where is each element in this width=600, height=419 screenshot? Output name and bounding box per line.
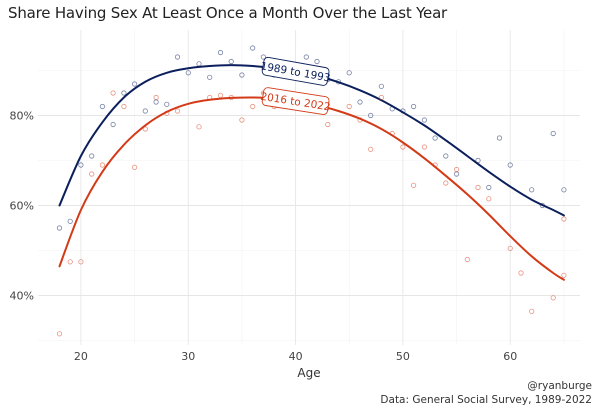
- data-point-1989-to-1993: [164, 101, 170, 107]
- y-tick-label: 40%: [10, 290, 34, 303]
- data-source: Data: General Social Survey, 1989-2022: [380, 394, 592, 406]
- data-point-2016-to-2022: [410, 182, 417, 188]
- data-point-2016-to-2022: [99, 162, 106, 168]
- y-tick-label: 60%: [10, 200, 34, 213]
- data-point-2016-to-2022: [464, 256, 470, 263]
- data-point-2016-to-2022: [443, 180, 449, 186]
- data-point-1989-to-1993: [217, 49, 224, 56]
- data-point-2016-to-2022: [368, 146, 374, 152]
- x-tick-label: 60: [503, 350, 517, 363]
- data-point-2016-to-2022: [518, 270, 524, 276]
- data-point-2016-to-2022: [132, 164, 138, 170]
- data-point-1989-to-1993: [142, 108, 148, 114]
- data-point-1989-to-1993: [357, 99, 363, 105]
- chart-title: Share Having Sex At Least Once a Month O…: [8, 4, 448, 22]
- data-point-2016-to-2022: [217, 92, 224, 98]
- data-point-2016-to-2022: [507, 245, 513, 251]
- data-point-1989-to-1993: [432, 135, 438, 141]
- data-point-1989-to-1993: [99, 103, 106, 110]
- line-label-box: [261, 56, 330, 86]
- data-point-2016-to-2022: [56, 331, 63, 337]
- data-point-1989-to-1993: [121, 90, 127, 96]
- data-point-2016-to-2022: [550, 295, 556, 301]
- data-point-1989-to-1993: [303, 54, 309, 60]
- data-point-2016-to-2022: [486, 196, 492, 202]
- data-point-2016-to-2022: [67, 259, 73, 265]
- data-point-1989-to-1993: [507, 162, 513, 168]
- data-point-2016-to-2022: [561, 272, 567, 278]
- data-point-1989-to-1993: [185, 70, 191, 76]
- x-axis-title: Age: [297, 366, 320, 380]
- data-point-1989-to-1993: [561, 187, 567, 193]
- data-point-2016-to-2022: [346, 103, 352, 110]
- data-point-1989-to-1993: [260, 54, 266, 60]
- data-point-1989-to-1993: [174, 54, 181, 60]
- data-point-1989-to-1993: [239, 72, 245, 78]
- data-point-1989-to-1993: [132, 81, 138, 87]
- line-label-box: [261, 87, 330, 115]
- data-point-1989-to-1993: [496, 135, 503, 141]
- data-point-1989-to-1993: [250, 45, 256, 51]
- data-point-2016-to-2022: [142, 126, 148, 132]
- series-2016-to-2022: [56, 90, 567, 337]
- trend-line-2016-to-2022: [58, 96, 565, 281]
- data-point-1989-to-1993: [207, 74, 213, 80]
- x-tick-label: 30: [181, 350, 195, 363]
- data-point-2016-to-2022: [400, 144, 406, 150]
- data-point-1989-to-1993: [153, 99, 159, 105]
- data-point-2016-to-2022: [174, 108, 181, 114]
- data-point-1989-to-1993: [228, 58, 234, 65]
- data-point-1989-to-1993: [196, 61, 202, 67]
- x-tick-label: 50: [396, 350, 410, 363]
- credit-block: @ryanburge Data: General Social Survey, …: [380, 379, 592, 407]
- x-tick-label: 20: [74, 350, 88, 363]
- y-tick-label: 80%: [10, 110, 34, 123]
- data-point-1989-to-1993: [346, 70, 352, 76]
- trend-line-1989-to-1993: [58, 64, 565, 217]
- data-point-1989-to-1993: [56, 225, 63, 231]
- data-point-2016-to-2022: [239, 117, 245, 123]
- data-point-1989-to-1993: [443, 153, 449, 159]
- data-point-1989-to-1993: [486, 184, 492, 191]
- data-point-2016-to-2022: [325, 121, 331, 128]
- data-point-2016-to-2022: [78, 259, 84, 265]
- data-point-1989-to-1993: [110, 121, 116, 128]
- data-point-1989-to-1993: [78, 162, 84, 168]
- data-point-2016-to-2022: [561, 216, 567, 222]
- x-tick-label: 40: [289, 350, 303, 363]
- series-layer: [56, 45, 567, 337]
- data-point-2016-to-2022: [529, 308, 535, 314]
- data-point-1989-to-1993: [368, 112, 374, 119]
- data-point-1989-to-1993: [550, 130, 556, 137]
- data-point-2016-to-2022: [250, 103, 256, 110]
- data-point-1989-to-1993: [410, 103, 417, 110]
- data-point-2016-to-2022: [153, 94, 159, 101]
- data-point-2016-to-2022: [110, 90, 116, 96]
- data-point-2016-to-2022: [121, 103, 127, 110]
- line-label-2016-to-2022: 2016 to 2022: [260, 87, 331, 115]
- axis-layer: 20 30 40 50 60 40% 60% 80% Age: [10, 110, 518, 381]
- data-point-1989-to-1993: [67, 218, 73, 224]
- data-point-2016-to-2022: [453, 166, 460, 173]
- data-point-2016-to-2022: [475, 184, 481, 191]
- data-point-1989-to-1993: [529, 187, 535, 193]
- credit-handle: @ryanburge: [527, 380, 592, 392]
- data-point-1989-to-1993: [378, 83, 384, 89]
- data-point-2016-to-2022: [196, 124, 202, 130]
- data-point-2016-to-2022: [378, 94, 384, 101]
- data-point-2016-to-2022: [421, 144, 427, 150]
- data-point-1989-to-1993: [421, 117, 427, 123]
- data-point-1989-to-1993: [314, 58, 320, 65]
- data-point-1989-to-1993: [89, 153, 95, 159]
- data-point-2016-to-2022: [89, 171, 95, 177]
